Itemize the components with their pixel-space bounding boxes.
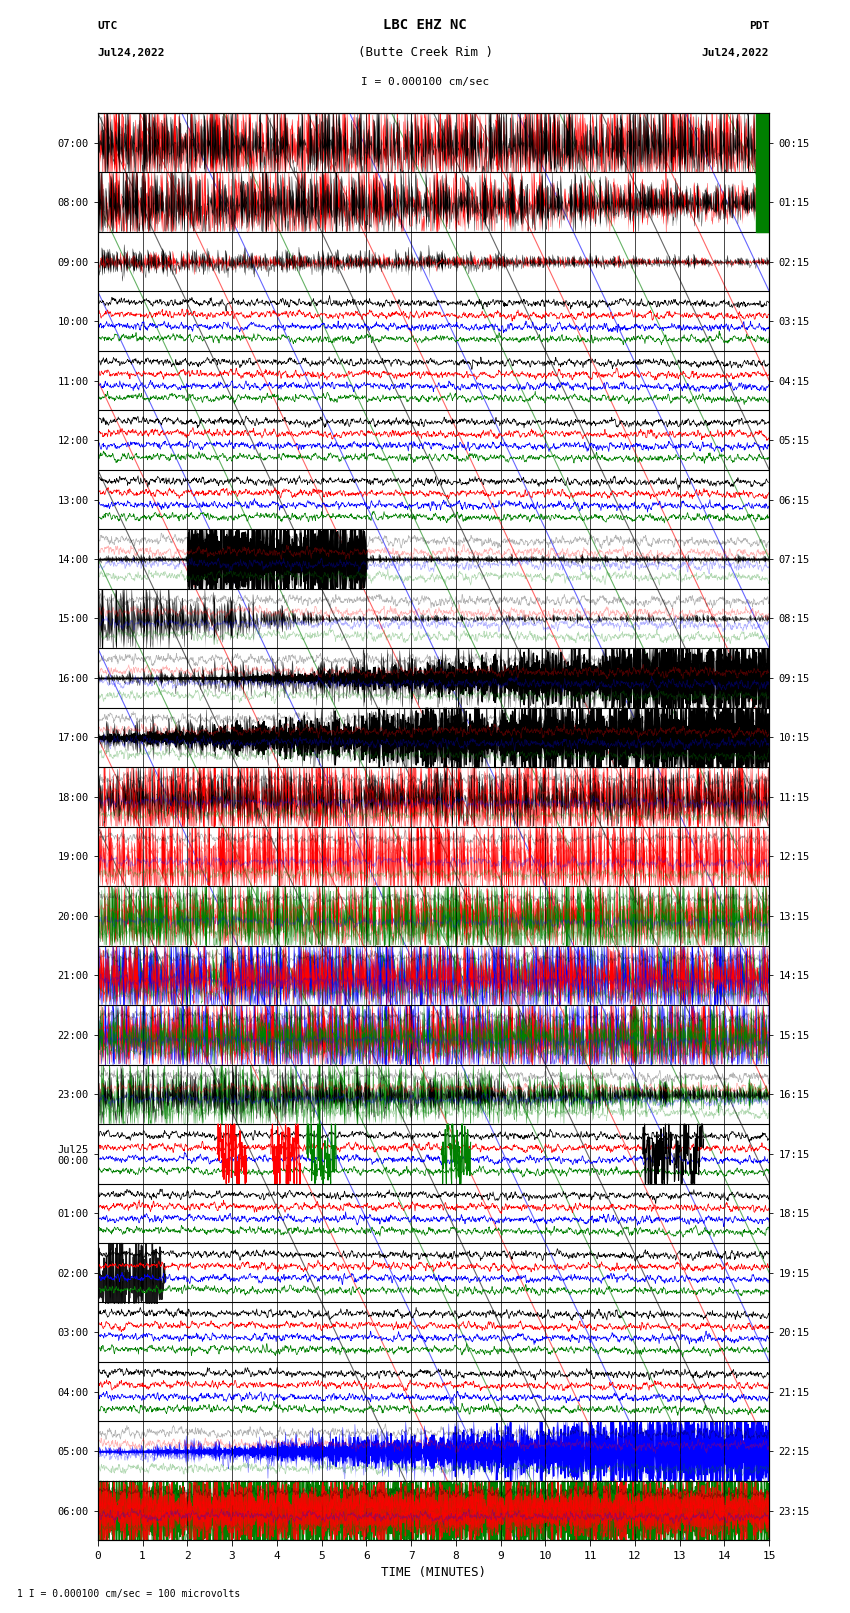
Text: I = 0.000100 cm/sec: I = 0.000100 cm/sec [361, 77, 489, 87]
X-axis label: TIME (MINUTES): TIME (MINUTES) [381, 1566, 486, 1579]
Text: (Butte Creek Rim ): (Butte Creek Rim ) [358, 47, 492, 60]
Text: PDT: PDT [749, 21, 769, 31]
Text: Jul24,2022: Jul24,2022 [702, 48, 769, 58]
Text: Jul24,2022: Jul24,2022 [98, 48, 165, 58]
Text: 1 I = 0.000100 cm/sec = 100 microvolts: 1 I = 0.000100 cm/sec = 100 microvolts [17, 1589, 241, 1598]
Text: LBC EHZ NC: LBC EHZ NC [383, 18, 467, 32]
Text: UTC: UTC [98, 21, 118, 31]
